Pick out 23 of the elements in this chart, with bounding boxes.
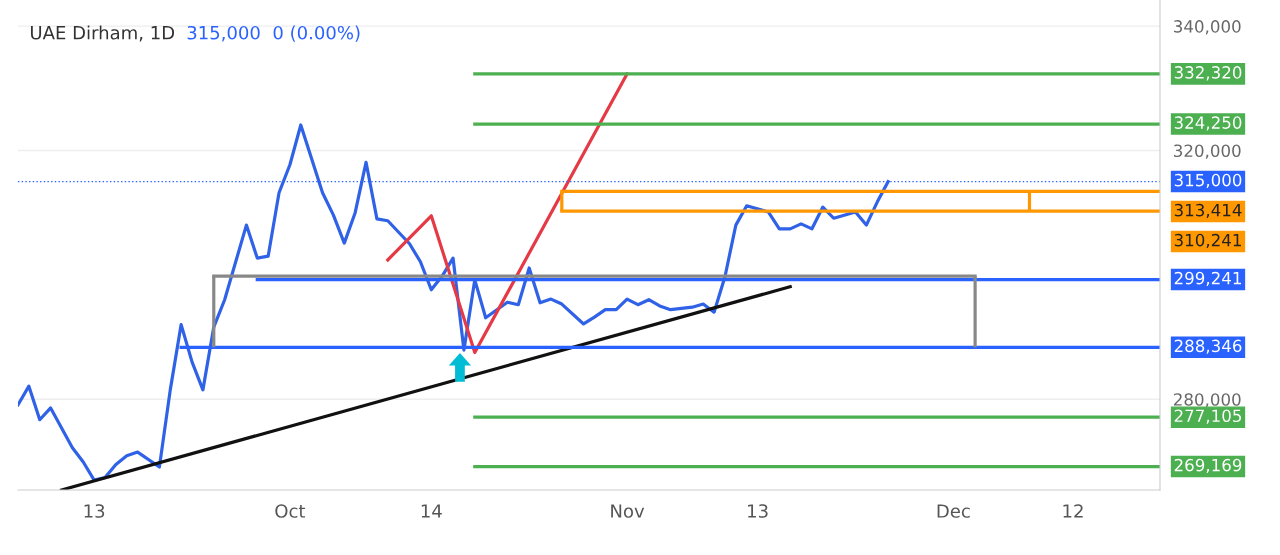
x-tick-label: 13	[84, 504, 105, 518]
x-tick-label: Oct	[275, 504, 306, 518]
x-tick-label: 13	[748, 504, 768, 518]
data-label: 299,241	[1174, 271, 1241, 287]
y-tick-label: 340,000	[1174, 20, 1241, 35]
line-series	[18, 123, 890, 482]
x-tick-label: 12	[1063, 504, 1083, 518]
text: 315,000 0 (0.00%)	[187, 25, 360, 42]
data-label: 277,105	[1174, 409, 1241, 424]
x-tick-label: Nov	[611, 504, 645, 518]
x-tick-label: Dec	[937, 504, 970, 518]
data-label: 310,241	[1174, 233, 1241, 249]
ref-line-label: 315,000	[1174, 173, 1242, 189]
line-series	[386, 72, 629, 355]
x-tick-label: 14	[421, 504, 442, 518]
data-label: 332,320	[1174, 66, 1242, 81]
text: UAE Dirham, 1D	[30, 25, 175, 42]
y-tick-label: 320,000	[1174, 144, 1241, 159]
data-label: 269,169	[1174, 458, 1242, 474]
data-label: 288,346	[1174, 339, 1242, 354]
data-label: 313,414	[1174, 203, 1242, 219]
y-tick-label: 280,000	[1173, 393, 1241, 408]
data-label: 324,250	[1174, 116, 1242, 131]
